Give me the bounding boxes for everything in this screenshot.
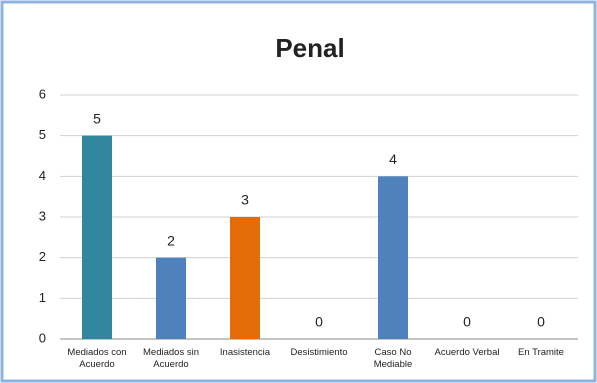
bar — [156, 257, 186, 339]
y-tick-label: 0 — [39, 330, 46, 345]
x-tick-label: Desistimiento — [290, 347, 348, 358]
bar — [230, 217, 260, 339]
x-tick-label: En Tramite — [518, 347, 564, 358]
y-tick-label: 5 — [39, 127, 46, 142]
y-tick-label: 3 — [39, 208, 46, 223]
x-tick-label: Caso No Mediable — [373, 347, 413, 370]
data-label: 0 — [315, 314, 323, 330]
y-tick-label: 6 — [39, 86, 46, 101]
data-label: 4 — [389, 151, 397, 167]
y-tick-label: 2 — [39, 249, 46, 264]
data-label: 5 — [93, 110, 101, 126]
x-tick-label: Inasistencia — [219, 347, 271, 358]
data-label: 3 — [241, 192, 249, 208]
x-tick-label: Acuerdo Verbal — [434, 347, 500, 358]
data-label: 2 — [167, 232, 175, 248]
chart-title: Penal — [275, 33, 344, 63]
data-label: 0 — [463, 314, 471, 330]
x-tick-label: Mediados con Acuerdo — [67, 347, 127, 370]
bar — [82, 135, 112, 339]
y-tick-label: 1 — [39, 290, 46, 305]
x-tick-label: Mediados sin Acuerdo — [143, 347, 199, 370]
bar — [378, 176, 408, 339]
data-label: 0 — [537, 314, 545, 330]
y-tick-label: 4 — [39, 168, 46, 183]
